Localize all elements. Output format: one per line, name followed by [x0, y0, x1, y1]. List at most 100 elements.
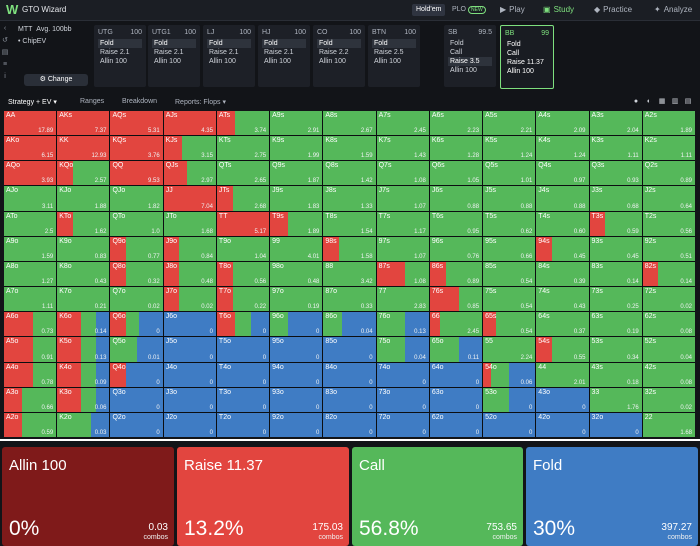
hand-cell[interactable]: A8s 2.67 — [323, 111, 376, 136]
position-action[interactable]: Raise 11.37 — [507, 59, 544, 66]
hand-cell[interactable]: 92o 0 — [270, 412, 323, 437]
hand-cell[interactable]: 88 3.42 — [323, 261, 376, 287]
tab-ranges[interactable]: Ranges — [80, 98, 105, 105]
hand-cell[interactable]: A8o 1.27 — [4, 261, 57, 287]
hand-cell[interactable]: KTs 2.75 — [216, 136, 270, 161]
hand-cell[interactable]: JTs 2.68 — [216, 186, 270, 211]
hand-cell[interactable]: J6s 0.88 — [429, 186, 483, 211]
logo-icon[interactable]: W — [6, 2, 19, 17]
position-action[interactable]: Call — [507, 50, 520, 57]
hand-cell[interactable]: Q2s 0.89 — [642, 161, 695, 186]
hand-cell[interactable]: 82o 0 — [323, 412, 376, 437]
contrast-icon[interactable]: ◐ — [646, 98, 652, 105]
hand-cell[interactable]: T6s 0.95 — [429, 211, 483, 236]
hand-cell[interactable]: J3s 0.68 — [589, 186, 642, 211]
list-view-icon[interactable]: ▤ — [684, 98, 692, 105]
position-action[interactable]: Call — [450, 49, 463, 56]
grid-view-icon[interactable]: ▦ — [658, 98, 666, 105]
hand-cell[interactable]: 86o 0.04 — [323, 312, 376, 337]
hand-cell[interactable]: 86s 0.89 — [429, 261, 483, 287]
summary-card-raise[interactable]: Raise 11.37 13.2% 175.03 combos — [177, 447, 349, 546]
nav-practice[interactable]: ◆ Practice — [594, 4, 632, 16]
hand-cell[interactable]: T8o 0.56 — [216, 261, 270, 287]
hand-cell[interactable]: T3o 0 — [216, 387, 270, 412]
position-action[interactable]: Fold — [317, 39, 361, 48]
hand-cell[interactable]: J7o 0.02 — [163, 287, 216, 312]
position-action[interactable]: Fold — [152, 39, 196, 48]
hand-cell[interactable]: KTo 1.62 — [57, 211, 110, 236]
position-action[interactable]: Raise 2.2 — [319, 49, 349, 56]
hand-cell[interactable]: 62o 0 — [429, 412, 483, 437]
hand-cell[interactable]: 54o 0.06 — [483, 362, 536, 387]
position-action[interactable]: Allin 100 — [209, 58, 236, 65]
hand-cell[interactable]: T4o 0 — [216, 362, 270, 387]
nav-analyze[interactable]: ✦ Analyze — [654, 4, 692, 16]
hand-cell[interactable]: 92s 0.51 — [642, 236, 695, 261]
hand-cell[interactable]: J2o 0 — [163, 412, 216, 437]
hand-cell[interactable]: K8o 0.43 — [57, 261, 110, 287]
hand-cell[interactable]: AA 17.89 — [4, 111, 57, 136]
hand-cell[interactable]: Q2o 0 — [110, 412, 163, 437]
position-action[interactable]: Fold — [207, 39, 251, 48]
hand-cell[interactable]: KK 12.93 — [57, 136, 110, 161]
hand-cell[interactable]: T9o 1.04 — [216, 236, 270, 261]
back-icon[interactable]: ‹ — [3, 25, 7, 32]
hand-cell[interactable]: 65s 0.54 — [483, 312, 536, 337]
hand-cell[interactable]: 96o 0 — [270, 312, 323, 337]
hand-cell[interactable]: A2o 0.59 — [4, 412, 57, 437]
list-icon[interactable]: ≡ — [2, 61, 8, 68]
hand-cell[interactable]: J8o 0.48 — [163, 261, 216, 287]
hand-cell[interactable]: TT 5.17 — [216, 211, 270, 236]
hand-cell[interactable]: 62s 0.08 — [642, 312, 695, 337]
position-action[interactable]: Allin 100 — [507, 68, 534, 75]
summary-card-allin[interactable]: Allin 100 0% 0.03 combos — [2, 447, 174, 546]
hand-cell[interactable]: T4s 0.60 — [536, 211, 589, 236]
position-card-1[interactable]: UTG1 100 Fold Raise 2.1 Allin 100 — [148, 25, 200, 87]
history-icon[interactable]: ↺ — [2, 37, 8, 44]
hand-cell[interactable]: J3o 0 — [163, 387, 216, 412]
hand-cell[interactable]: 87s 1.08 — [376, 261, 429, 287]
position-card-2[interactable]: LJ 100 Fold Raise 2.1 Allin 100 — [203, 25, 255, 87]
hand-cell[interactable]: KQo 2.57 — [57, 161, 110, 186]
summary-card-fold[interactable]: Fold 30% 397.27 combos — [526, 447, 698, 546]
hand-cell[interactable]: 97s 1.07 — [376, 236, 429, 261]
plo-toggle[interactable]: PLO NEW — [448, 4, 490, 16]
hand-cell[interactable]: AQo 3.93 — [4, 161, 57, 186]
hand-cell[interactable]: K3s 1.11 — [589, 136, 642, 161]
hand-cell[interactable]: ATo 2.5 — [4, 211, 57, 236]
hand-cell[interactable]: T9s 1.89 — [270, 211, 323, 236]
position-card-0[interactable]: UTG 100 Fold Raise 2.1 Allin 100 — [94, 25, 146, 87]
position-card-3[interactable]: HJ 100 Fold Raise 2.1 Allin 100 — [258, 25, 310, 87]
hand-cell[interactable]: 43s 0.18 — [589, 362, 642, 387]
hand-cell[interactable]: 85s 0.54 — [483, 261, 536, 287]
hand-cell[interactable]: Q8s 1.42 — [323, 161, 376, 186]
hand-cell[interactable]: A4s 2.09 — [536, 111, 589, 136]
hand-cell[interactable]: K4s 1.24 — [536, 136, 589, 161]
hand-cell[interactable]: AKs 7.37 — [57, 111, 110, 136]
position-action[interactable]: Fold — [262, 39, 306, 48]
hand-cell[interactable]: QJo 1.82 — [110, 186, 163, 211]
position-action[interactable]: Raise 2.1 — [154, 49, 184, 56]
hand-cell[interactable]: AJs 4.35 — [163, 111, 216, 136]
position-action[interactable]: Raise 3.5 — [448, 57, 492, 66]
position-card-7[interactable]: BB 99 Fold Call Raise 11.37 Allin 100 — [500, 25, 554, 89]
hand-cell[interactable]: 77 2.83 — [376, 287, 429, 312]
hand-cell[interactable]: K8s 1.59 — [323, 136, 376, 161]
hand-cell[interactable]: 44 2.01 — [536, 362, 589, 387]
summary-card-call[interactable]: Call 56.8% 753.65 combos — [352, 447, 523, 546]
hand-cell[interactable]: KJs 3.15 — [163, 136, 216, 161]
hand-cell[interactable]: KQs 3.76 — [110, 136, 163, 161]
hand-cell[interactable]: K4o 0.09 — [57, 362, 110, 387]
hand-cell[interactable]: Q7o 0.02 — [110, 287, 163, 312]
table-view-icon[interactable]: ▥ — [671, 98, 679, 105]
hand-cell[interactable]: J9s 1.83 — [270, 186, 323, 211]
position-action[interactable]: Allin 100 — [154, 58, 181, 65]
tab-breakdown[interactable]: Breakdown — [122, 98, 158, 105]
hand-cell[interactable]: 33 1.76 — [589, 387, 642, 412]
hand-cell[interactable]: 22 1.68 — [642, 412, 695, 437]
hand-cell[interactable]: 87o 0.33 — [323, 287, 376, 312]
hand-cell[interactable]: 53o 0 — [483, 387, 536, 412]
hand-cell[interactable]: K9s 1.99 — [270, 136, 323, 161]
hand-cell[interactable]: JJ 7.04 — [163, 186, 216, 211]
hand-cell[interactable]: 55 2.24 — [483, 337, 536, 362]
